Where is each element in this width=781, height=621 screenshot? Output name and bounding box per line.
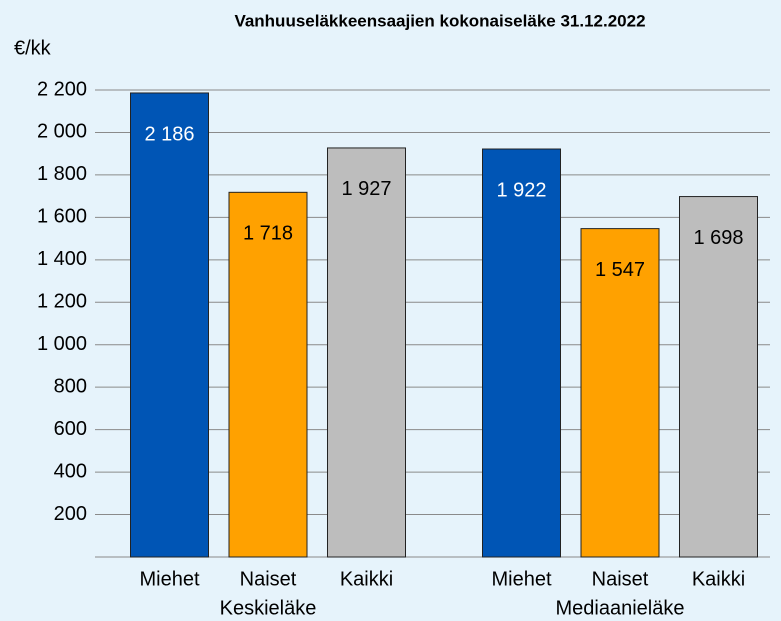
group-label: Mediaanieläke (556, 597, 685, 619)
x-tick-label: Naiset (240, 568, 297, 590)
y-tick-label: 1 400 (37, 248, 87, 270)
bar (130, 92, 209, 558)
bar (228, 191, 308, 558)
bar (580, 228, 660, 558)
x-tick-label: Kaikki (692, 568, 745, 590)
value-label: 2 186 (144, 123, 194, 145)
y-tick-label: 1 600 (37, 206, 87, 228)
value-label: 1 718 (243, 223, 293, 245)
y-axis-label: €/kk (14, 37, 52, 59)
y-tick-label: 2 000 (37, 121, 87, 143)
y-tick-label: 1 200 (37, 291, 87, 313)
bar (327, 147, 406, 558)
bar (482, 148, 561, 558)
value-label: 1 922 (496, 179, 546, 201)
y-tick-label: 200 (54, 503, 87, 525)
x-tick-label: Miehet (491, 568, 551, 590)
group-label: Keskieläke (220, 597, 317, 619)
value-label: 1 698 (693, 227, 743, 249)
value-label: 1 547 (595, 259, 645, 281)
x-tick-label: Miehet (139, 568, 199, 590)
y-tick-label: 2 200 (37, 78, 87, 100)
y-tick-label: 400 (54, 460, 87, 482)
y-tick-label: 800 (54, 375, 87, 397)
y-tick-label: 600 (54, 418, 87, 440)
x-tick-label: Kaikki (340, 568, 393, 590)
value-label: 1 927 (341, 178, 391, 200)
y-tick-label: 1 800 (37, 163, 87, 185)
chart-title: Vanhuuseläkkeensaajien kokonaiseläke 31.… (234, 11, 645, 30)
bar (679, 196, 758, 558)
x-tick-label: Naiset (592, 568, 649, 590)
y-tick-label: 1 000 (37, 333, 87, 355)
